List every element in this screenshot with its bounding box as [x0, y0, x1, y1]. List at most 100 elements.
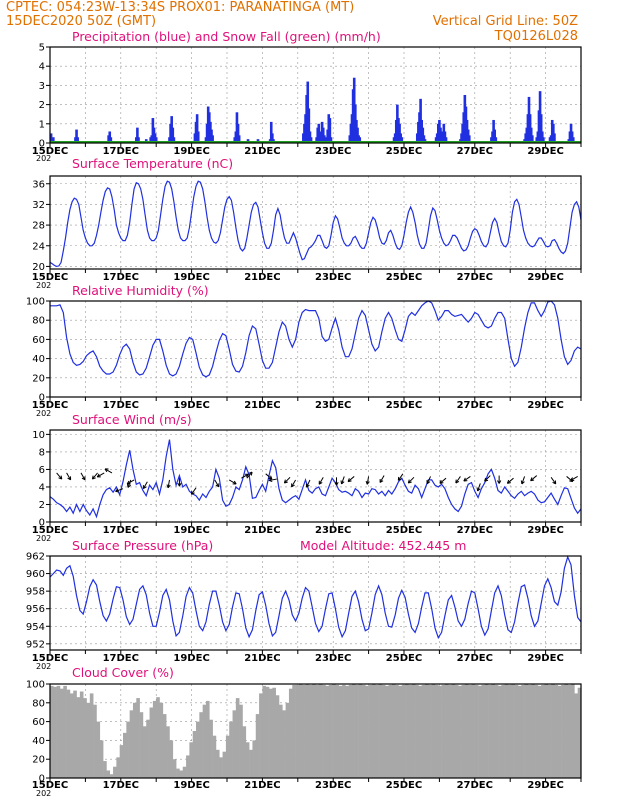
header-model: TQ0126L028: [494, 29, 578, 44]
wind-xtick-label: 21DEC: [244, 525, 280, 536]
wind-arrow: [142, 481, 148, 490]
cloud-cover-ytick-label: 60: [32, 717, 45, 728]
cloud-cover-title: Cloud Cover (%): [72, 665, 174, 680]
precipitation-ytick-label: 1: [39, 119, 45, 130]
cloud-cover-bar: [501, 684, 505, 778]
cloud-cover-bar: [491, 684, 496, 778]
cloud-cover-bar: [239, 704, 243, 778]
precipitation-ytick-label: 3: [39, 81, 45, 92]
header-date: 15DEC2020 50Z (GMT): [6, 14, 156, 29]
cloud-cover-bar: [441, 684, 446, 778]
cloud-cover-bar: [209, 719, 213, 778]
cloud-cover-bar: [401, 684, 406, 778]
cloud-cover-bar: [345, 685, 349, 778]
wind-title: Surface Wind (m/s): [72, 412, 192, 427]
cloud-cover-bar: [471, 684, 476, 778]
cloud-cover-bar: [365, 685, 369, 778]
cloud-cover-bar: [50, 685, 54, 778]
pressure-annotation: Model Altitude: 452.445 m: [300, 538, 466, 553]
cloud-cover-ytick-label: 100: [26, 680, 45, 691]
wind-arrow: [318, 477, 324, 485]
cloud-cover-bar: [428, 684, 432, 778]
wind-ytick-label: 10: [32, 430, 45, 441]
precip-bar: [323, 135, 326, 143]
cloud-cover-bar: [338, 685, 343, 778]
precip-bar: [308, 131, 312, 143]
temperature-ytick-label: 32: [32, 200, 45, 211]
pressure-xtick-label: 19DEC: [173, 653, 209, 664]
humidity-panel: Relative Humidity (%) 0 20 40 60 80 100 15DEC 17…: [26, 283, 582, 418]
temperature-ytick-label: 24: [32, 241, 45, 252]
cloud-cover-bar: [202, 704, 207, 778]
pressure-xtick-label: 23DEC: [315, 653, 351, 664]
precip-bar: [328, 118, 332, 143]
wind-ytick-label: 0: [39, 518, 45, 529]
wind-arrow: [66, 472, 72, 481]
pressure-xtick-label: 29DEC: [527, 653, 563, 664]
cloud-cover-bar: [451, 684, 456, 778]
humidity-xtick-label: 15DEC: [32, 400, 68, 411]
cloud-cover-bar: [332, 684, 336, 778]
cloud-cover-bar: [574, 693, 578, 778]
cloud-cover-bar: [232, 710, 237, 778]
cloud-cover-bar: [551, 684, 555, 778]
cloud-cover-bar: [242, 726, 247, 778]
pressure-ytick-label: 960: [26, 569, 45, 580]
cloud-cover-bar: [335, 684, 340, 778]
pressure-ytick-label: 958: [26, 587, 45, 598]
precip-bar: [329, 137, 333, 143]
cloud-cover-bar: [199, 712, 203, 778]
cloud-cover-bar: [564, 684, 569, 778]
cloud-cover-bar: [186, 755, 190, 778]
pressure-xtick-label: 21DEC: [244, 653, 280, 664]
cloud-cover-bar: [79, 691, 84, 778]
cloud-cover-bar: [172, 759, 177, 778]
cloud-cover-bar: [391, 684, 396, 778]
header-grid-line: Vertical Grid Line: 50Z: [433, 14, 578, 29]
cloud-cover-bar: [544, 684, 549, 778]
precipitation-ytick-label: 4: [39, 62, 45, 73]
cloud-cover-bar: [524, 684, 529, 778]
humidity-xtick-label: 27DEC: [457, 400, 493, 411]
cloud-cover-xtick-label: 29DEC: [527, 780, 563, 791]
cloud-cover-bar: [252, 740, 257, 778]
cloud-cover-bar: [378, 684, 383, 778]
cloud-cover-bar: [166, 726, 170, 778]
cloud-cover-bar: [388, 684, 393, 778]
cloud-cover-bar: [162, 714, 167, 778]
precipitation-xtick-label: 25DEC: [386, 146, 422, 157]
wind-xtick-label: 19DEC: [173, 525, 209, 536]
cloud-cover-ytick-label: 0: [39, 774, 45, 785]
precipitation-xtick-label: 19DEC: [173, 146, 209, 157]
cloud-cover-bar: [219, 757, 223, 778]
cloud-cover-bar: [305, 684, 310, 778]
cloud-cover-bar: [76, 697, 81, 778]
cloud-cover-xtick-label: 27DEC: [457, 780, 493, 791]
cloud-cover-bar: [156, 697, 160, 778]
temperature-xtick-label: 15DEC: [32, 272, 68, 283]
wind-arrow: [104, 468, 113, 474]
cloud-cover-bar: [458, 685, 462, 778]
cloud-cover-bar: [448, 684, 452, 778]
cloud-cover-bar: [434, 684, 439, 778]
cloud-cover-bar: [278, 704, 283, 778]
wind-arrow: [476, 483, 481, 492]
humidity-xtick-label: 25DEC: [386, 400, 422, 411]
cloud-cover-bar: [478, 685, 482, 778]
wind-arrow: [177, 478, 182, 487]
precipitation-year-label: 202: [36, 154, 51, 163]
precip-bar: [108, 131, 112, 143]
wind-arrow: [340, 476, 345, 485]
precip-bar: [307, 108, 311, 143]
cloud-cover-bar: [504, 684, 509, 778]
precip-bar: [195, 114, 199, 143]
precipitation-xtick-label: 21DEC: [244, 146, 280, 157]
cloud-cover-bar: [169, 740, 174, 778]
wind-arrow: [347, 476, 355, 483]
humidity-line: [50, 300, 582, 378]
cloud-cover-bar: [159, 702, 164, 778]
cloud-cover-bar: [245, 742, 250, 778]
cloud-cover-bar: [126, 721, 130, 778]
cloud-cover-bar: [308, 684, 313, 778]
